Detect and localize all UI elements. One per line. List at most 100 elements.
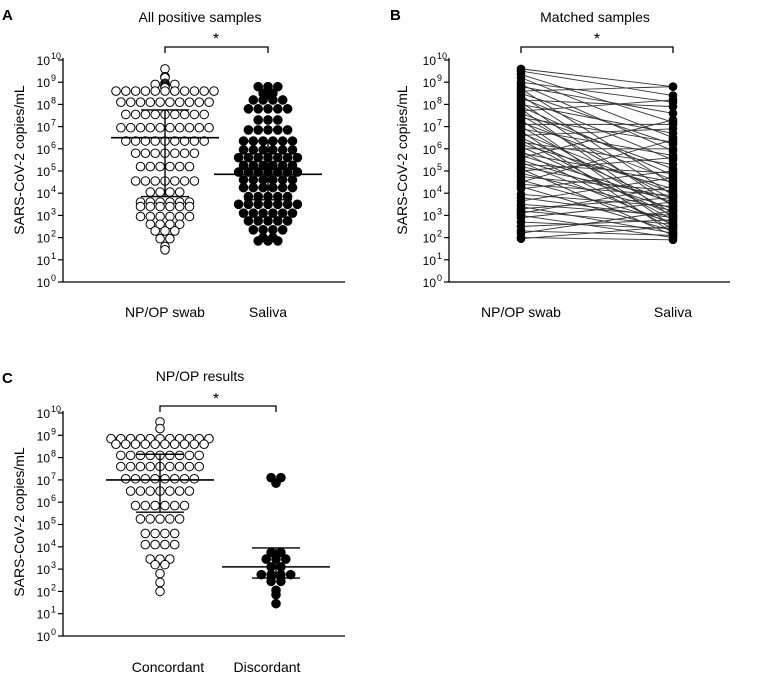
pair-line	[520, 237, 674, 241]
significance-bracket	[164, 46, 269, 53]
data-point	[150, 500, 160, 511]
x-category-label: NP/OP swab	[481, 304, 561, 320]
data-point	[668, 166, 678, 176]
y-tick-exponent: 8	[51, 449, 56, 459]
data-point	[253, 81, 264, 92]
data-point	[668, 215, 678, 225]
data-point	[668, 222, 678, 231]
y-tick-exponent: 1	[51, 605, 56, 615]
data-point	[170, 109, 180, 120]
data-point	[238, 182, 249, 193]
y-tick-exponent: 6	[51, 493, 56, 503]
y-tick-label: 10	[37, 209, 51, 223]
data-point	[160, 559, 170, 570]
data-point	[243, 152, 254, 163]
data-point	[668, 206, 678, 216]
data-point	[140, 500, 151, 511]
data-point	[199, 439, 209, 450]
data-point	[273, 125, 283, 135]
pair-line	[520, 170, 674, 190]
data-point	[668, 95, 678, 105]
y-tick-exponent: 4	[51, 538, 56, 548]
data-point	[189, 176, 200, 186]
data-point	[174, 187, 185, 197]
data-point	[277, 160, 288, 171]
panel-letter: B	[390, 7, 401, 24]
data-point	[150, 176, 160, 186]
y-tick-exponent: 8	[51, 95, 56, 105]
pair-line	[520, 132, 674, 194]
data-point	[668, 102, 678, 111]
data-point	[111, 439, 121, 450]
pair-line	[520, 74, 674, 123]
data-point	[155, 577, 165, 588]
data-point	[668, 235, 678, 245]
data-point	[233, 199, 244, 210]
y-tick-exponent: 4	[51, 184, 56, 194]
data-point	[668, 124, 678, 134]
data-point	[160, 500, 170, 511]
data-point	[170, 176, 180, 186]
pair-line	[520, 163, 674, 174]
y-tick-label: 10	[37, 452, 51, 466]
pair-line	[520, 97, 674, 161]
data-point	[261, 554, 272, 564]
pair-line	[520, 197, 674, 210]
data-point	[179, 473, 190, 484]
data-point	[253, 125, 264, 135]
data-point	[263, 216, 273, 226]
data-point	[130, 473, 141, 484]
data-point	[184, 450, 195, 461]
data-point	[170, 226, 180, 236]
data-point	[150, 226, 160, 236]
pair-line	[520, 210, 674, 225]
y-tick-exponent: 6	[437, 140, 442, 150]
data-point	[165, 450, 175, 461]
pair-line	[520, 155, 674, 203]
data-point	[258, 95, 268, 105]
y-tick-label: 10	[37, 232, 51, 246]
x-category-label: NP/OP swab	[125, 304, 205, 320]
y-tick-label: 10	[37, 407, 51, 421]
data-point	[184, 486, 195, 496]
data-point	[140, 86, 151, 96]
x-category-label: Discordant	[234, 659, 301, 675]
panel-a: A All positive samples SARS-CoV-2 copies…	[2, 7, 345, 320]
y-tick-label: 10	[37, 563, 51, 577]
pair-line	[520, 221, 674, 230]
data-point	[140, 539, 151, 550]
data-point	[184, 211, 195, 222]
data-point	[130, 109, 141, 120]
data-point	[130, 439, 141, 450]
data-point	[120, 439, 131, 450]
y-tick-exponent: 8	[437, 95, 442, 105]
pair-line	[520, 186, 674, 214]
data-point	[282, 199, 293, 210]
y-tick-label: 10	[37, 254, 51, 268]
data-point	[170, 86, 180, 96]
y-tick-label: 10	[37, 496, 51, 510]
data-point	[238, 145, 249, 155]
pair-line	[520, 128, 674, 136]
data-point	[140, 136, 151, 146]
data-point	[287, 160, 298, 171]
pair-line	[520, 88, 674, 185]
data-point	[243, 199, 254, 210]
pair-line	[520, 68, 674, 88]
data-point	[155, 514, 165, 524]
data-point	[174, 219, 185, 230]
y-tick-exponent: 7	[437, 118, 442, 128]
data-point	[174, 486, 185, 496]
x-category-label: Saliva	[654, 304, 692, 320]
y-tick-label: 10	[37, 187, 51, 201]
data-point	[140, 473, 151, 484]
data-point	[145, 122, 156, 133]
data-point	[116, 450, 126, 461]
data-point	[253, 104, 264, 114]
data-point	[199, 86, 209, 96]
significance-marker: *	[594, 31, 600, 48]
pair-line	[520, 70, 674, 96]
data-point	[258, 208, 268, 218]
data-point	[165, 233, 175, 244]
data-point	[155, 122, 165, 133]
